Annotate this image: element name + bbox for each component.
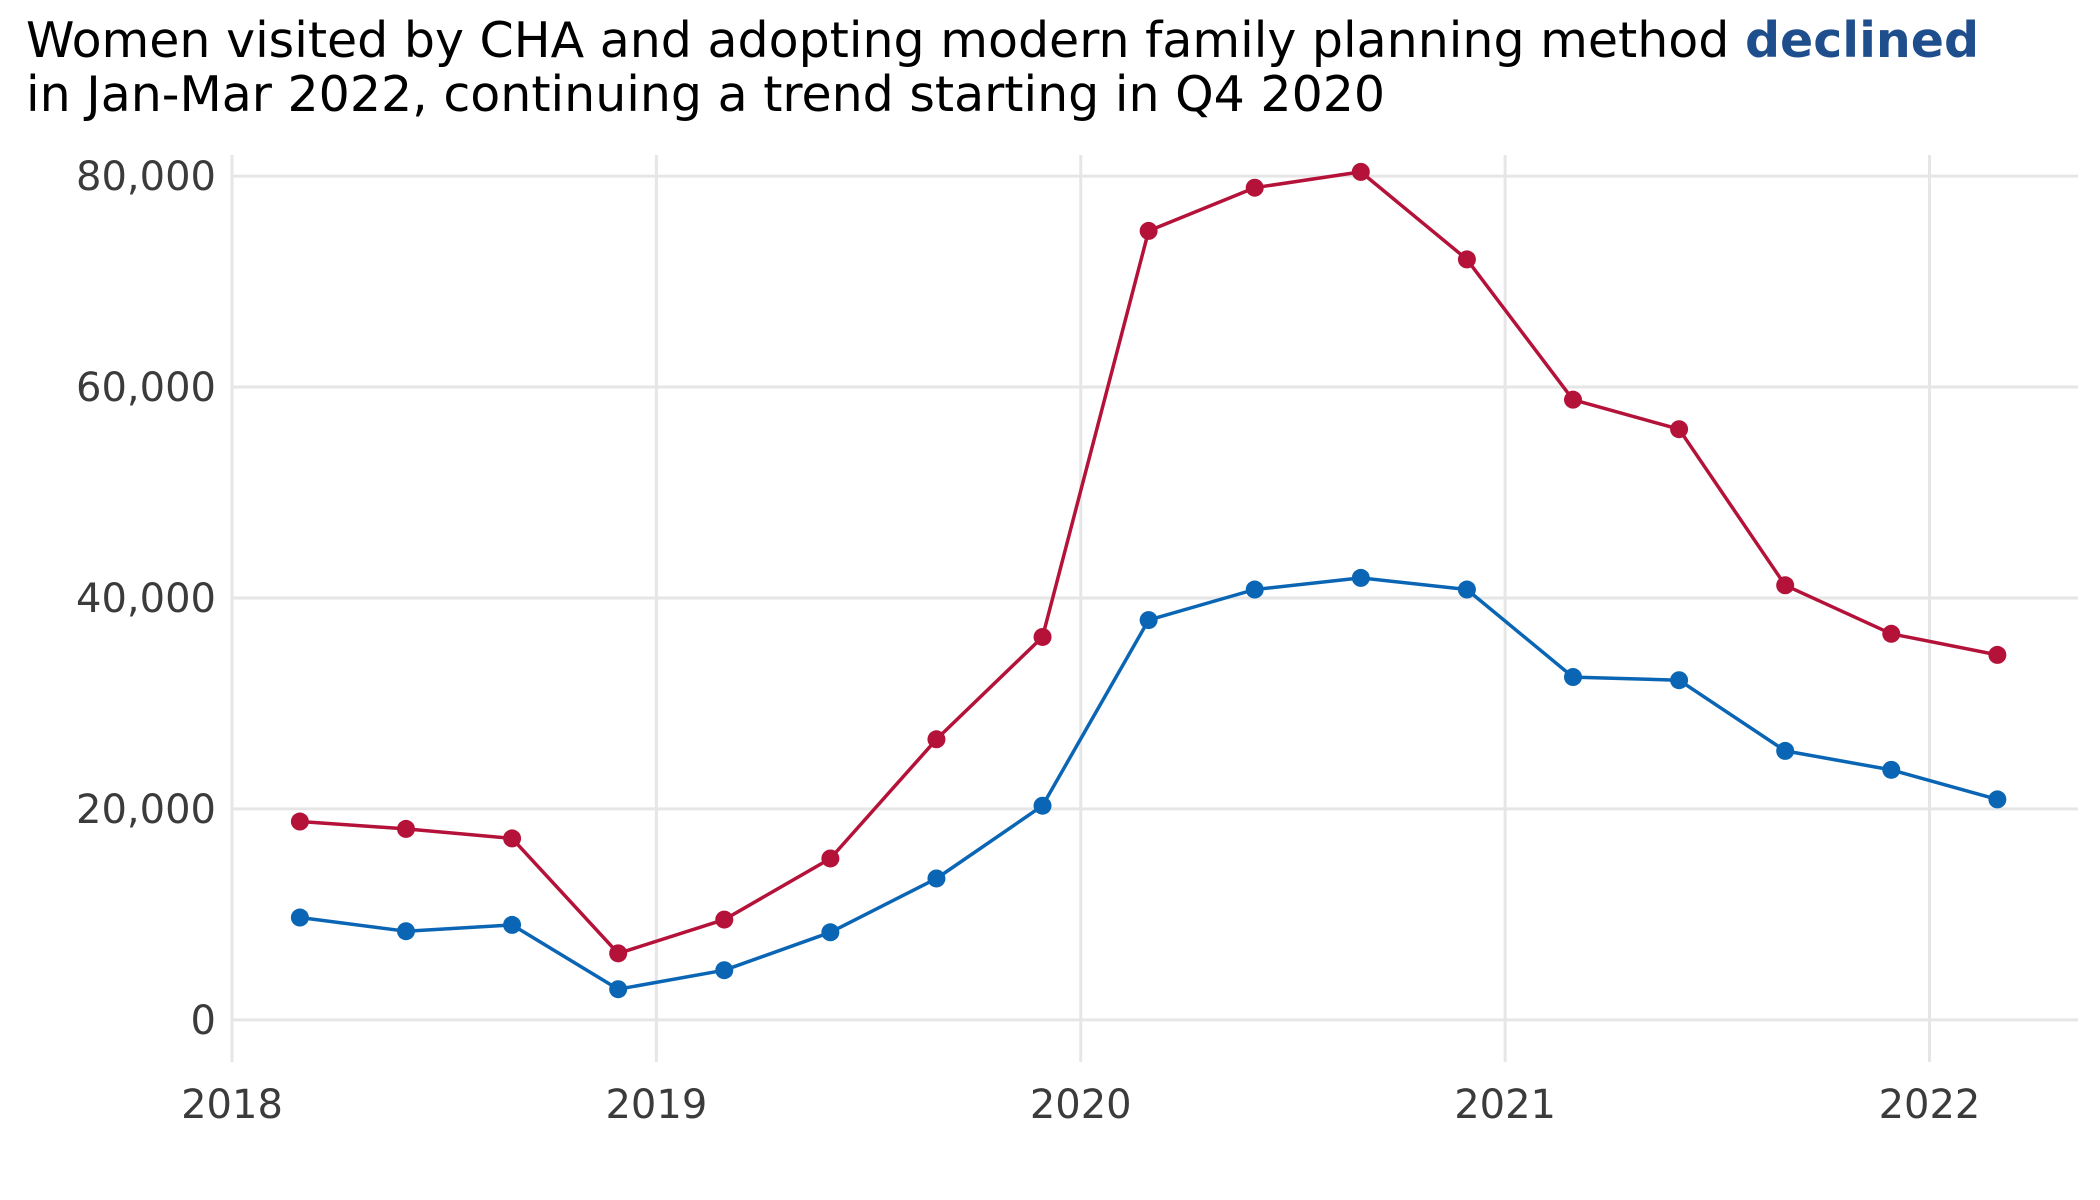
series-1-point [715,910,734,929]
series-2-point [396,922,415,941]
y-tick-label: 0 [191,998,216,1044]
series-2-point [1139,611,1158,630]
series-points [290,162,2007,999]
series-2-point [1988,790,2007,809]
series-lines [299,170,1998,991]
y-tick-label: 60,000 [76,365,216,411]
series-1-point [1351,162,1370,181]
series-1-point [290,812,309,831]
series-2-point [821,923,840,942]
series-1-point [1988,645,2007,664]
series-2-point [503,915,522,934]
series-2-point [715,961,734,980]
series-1-point [609,944,628,963]
series-2-point [1351,568,1370,587]
series-1-point [1564,390,1583,409]
series-2-point [1776,741,1795,760]
chart-title-emphasis: declined [1744,12,1980,69]
series-1-point [1139,221,1158,240]
chart-title-line2: in Jan-Mar 2022, continuing a trend star… [26,66,1386,123]
gridlines [230,155,2078,1062]
series-1-point [1882,624,1901,643]
x-tick-label: 2019 [605,1082,707,1128]
x-axis-ticks: 2018 2019 2020 2021 2022 [181,1082,1980,1128]
series-2-point [1033,796,1052,815]
series-1-point [1033,627,1052,646]
series-2-point [1882,760,1901,779]
series-1-point [1245,178,1264,197]
series-2-point [927,869,946,888]
series-1-point [1670,420,1689,439]
x-tick-label: 2021 [1454,1082,1556,1128]
series-2-point [1670,671,1689,690]
x-tick-label: 2022 [1879,1082,1981,1128]
y-axis-ticks: 0 20,000 40,000 60,000 80,000 [76,154,216,1044]
series-2-point [1457,580,1476,599]
series-2-point [1245,580,1264,599]
series-line-2 [299,576,1998,991]
chart-title: Women visited by CHA and adopting modern… [26,14,2066,122]
series-1-point [927,730,946,749]
y-tick-label: 20,000 [76,787,216,833]
chart-title-line1: Women visited by CHA and adopting modern… [26,12,1745,69]
series-1-point [503,829,522,848]
series-1-point [396,819,415,838]
series-line-1 [299,170,1998,956]
x-tick-label: 2020 [1030,1082,1132,1128]
series-2-point [609,980,628,999]
series-2-point [1564,668,1583,687]
series-1-point [1457,250,1476,269]
series-1-point [1776,576,1795,595]
y-tick-label: 40,000 [76,576,216,622]
series-2-point [290,908,309,927]
y-tick-label: 80,000 [76,154,216,200]
x-tick-label: 2018 [181,1082,283,1128]
series-1-point [821,849,840,868]
